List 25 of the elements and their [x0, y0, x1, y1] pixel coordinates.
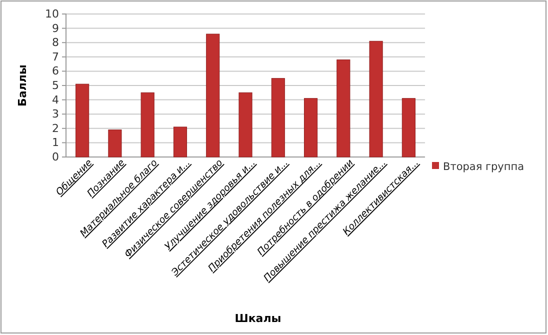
- y-tick-label: 4: [52, 93, 59, 106]
- y-tick-label: 0: [52, 150, 59, 164]
- bar: [271, 78, 285, 158]
- bar: [206, 34, 220, 158]
- y-axis-title: Баллы: [16, 64, 29, 106]
- y-tick-label: 6: [52, 64, 59, 78]
- x-axis-title: Шкалы: [234, 312, 282, 325]
- bar: [140, 92, 154, 158]
- y-tick-label: 10: [45, 8, 59, 21]
- legend-label: Вторая группа: [443, 161, 524, 173]
- y-tick-label: 8: [52, 36, 59, 50]
- y-tick-label: 9: [52, 22, 59, 35]
- bar: [369, 40, 383, 158]
- bar: [304, 98, 318, 158]
- bar: [108, 130, 122, 158]
- bar: [76, 84, 90, 158]
- y-tick-label: 2: [52, 122, 59, 135]
- bar: [238, 92, 252, 158]
- y-tick-label: 5: [52, 79, 59, 92]
- y-tick-label: 7: [52, 50, 59, 64]
- bar: [336, 60, 350, 158]
- y-tick-label: 3: [52, 108, 59, 121]
- bar: [402, 98, 416, 158]
- bar: [173, 126, 188, 158]
- y-tick-label: 1: [52, 136, 59, 150]
